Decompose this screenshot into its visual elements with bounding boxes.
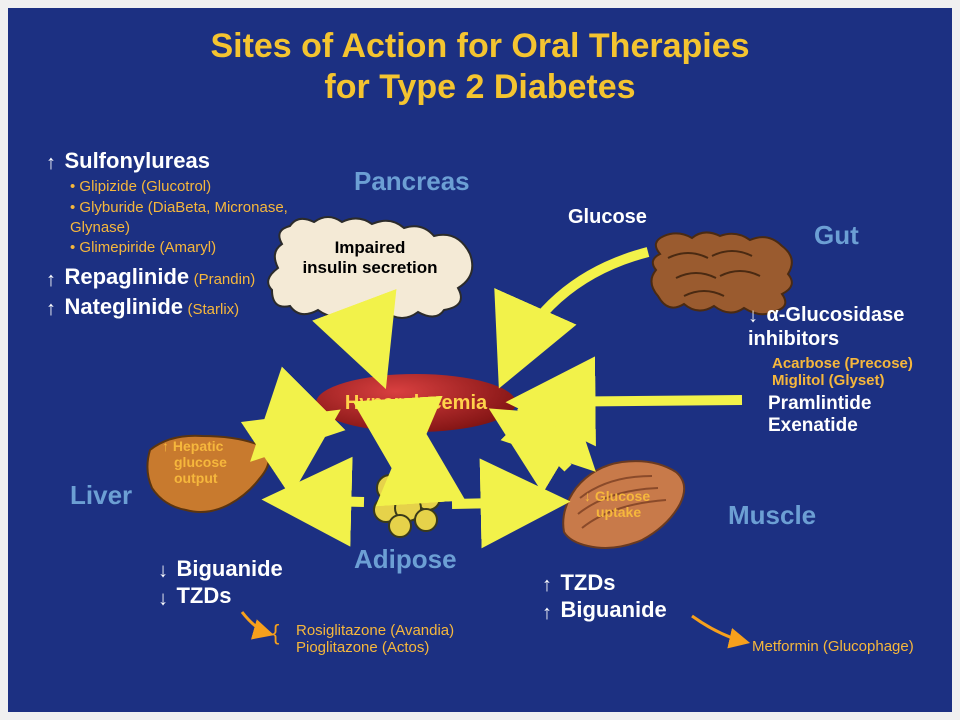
muscle-text-2: uptake: [596, 504, 641, 520]
glucose-label: Glucose: [568, 206, 647, 229]
agi-brands: Acarbose (Precose) Miglitol (Glyset): [772, 355, 952, 389]
tzd-row-muscle: ↑ TZDs: [542, 570, 762, 597]
liver-text-1: Hepatic: [173, 438, 224, 454]
liver-inner-text: ↑ Hepatic glucose output: [162, 438, 258, 486]
title-line-1: Sites of Action for Oral Therapies: [210, 27, 749, 65]
agi-header: α-Glucosidase inhibitors: [748, 304, 904, 350]
title-line-2: for Type 2 Diabetes: [324, 68, 635, 106]
muscle-text-1: Glucose: [595, 488, 650, 504]
tzd-row-liver: ↑ TZDs: [158, 583, 418, 610]
agi-item-0: Acarbose (Precose): [772, 355, 952, 372]
tzd-item-1: Pioglitazone (Actos): [296, 639, 454, 656]
up-arrow-icon: ↑: [46, 269, 56, 292]
biguanide-row-liver: ↑ Biguanide: [158, 556, 418, 583]
muscle-label: Muscle: [728, 500, 816, 531]
agi-row: ↑ α-Glucosidase inhibitors: [748, 304, 952, 351]
up-arrow-icon: ↑: [162, 438, 173, 454]
exenatide-label: Exenatide: [768, 415, 952, 437]
liver-text-3: output: [174, 470, 218, 486]
liver-label: Liver: [70, 480, 132, 511]
liver-text-2: glucose: [174, 454, 227, 470]
muscle-drug-block: ↑ TZDs ↑ Biguanide: [542, 570, 762, 625]
up-arrow-icon: ↑: [46, 152, 56, 175]
tzd-brands-liver: { Rosiglitazone (Avandia) Pioglitazone (…: [296, 622, 454, 656]
hyperglycemia-node: Hyperglycemia: [316, 374, 516, 432]
diagram-canvas: Sites of Action for Oral Therapies for T…: [8, 8, 952, 712]
tzd-header-muscle: TZDs: [560, 570, 615, 595]
pramlintide-label: Pramlintide: [768, 393, 952, 415]
gut-label: Gut: [814, 220, 859, 251]
pancreas-label: Pancreas: [354, 166, 470, 197]
up-arrow-icon: ↑: [46, 298, 56, 321]
repaglinide-brand: (Prandin): [194, 271, 256, 288]
biguanide-header-liver: Biguanide: [176, 556, 282, 581]
down-arrow-icon: ↑: [748, 305, 758, 328]
up-arrow-icon: ↑: [542, 602, 552, 625]
sulfonylureas-header: Sulfonylureas: [64, 148, 209, 173]
agi-item-1: Miglitol (Glyset): [772, 372, 952, 389]
down-arrow-icon: ↑: [158, 560, 168, 583]
big-item-0: Metformin (Glucophage): [752, 638, 932, 655]
sulf-item-0: Glipizide (Glucotrol): [70, 177, 306, 197]
tzd-item-0: Rosiglitazone (Avandia): [296, 622, 454, 639]
page-title: Sites of Action for Oral Therapies for T…: [8, 8, 952, 108]
adipose-shape: [368, 470, 446, 538]
hyperglycemia-label: Hyperglycemia: [345, 392, 487, 415]
up-arrow-icon: ↑: [542, 574, 552, 597]
gut-drug-block: ↑ α-Glucosidase inhibitors Acarbose (Pre…: [748, 304, 952, 437]
muscle-inner-text: ↓ Glucose uptake: [584, 488, 676, 520]
repaglinide-header: Repaglinide: [64, 264, 189, 289]
biguanide-row-muscle: ↑ Biguanide: [542, 597, 762, 624]
pancreas-text-2: insulin secretion: [302, 258, 437, 277]
brace-icon: {: [272, 620, 279, 646]
down-arrow-icon: ↓: [584, 488, 595, 504]
pancreas-text-1: Impaired: [335, 238, 406, 257]
nateglinide-header: Nateglinide: [64, 294, 183, 319]
sulfonylureas-row: ↑ Sulfonylureas: [46, 148, 306, 175]
liver-drug-block: ↑ Biguanide ↑ TZDs: [158, 556, 418, 611]
biguanide-brands-muscle: Metformin (Glucophage): [752, 638, 932, 655]
pancreas-inner-text: Impaired insulin secretion: [286, 238, 454, 277]
biguanide-header-muscle: Biguanide: [560, 597, 666, 622]
nateglinide-brand: (Starlix): [187, 301, 239, 318]
tzd-header-liver: TZDs: [176, 583, 231, 608]
down-arrow-icon: ↑: [158, 588, 168, 611]
